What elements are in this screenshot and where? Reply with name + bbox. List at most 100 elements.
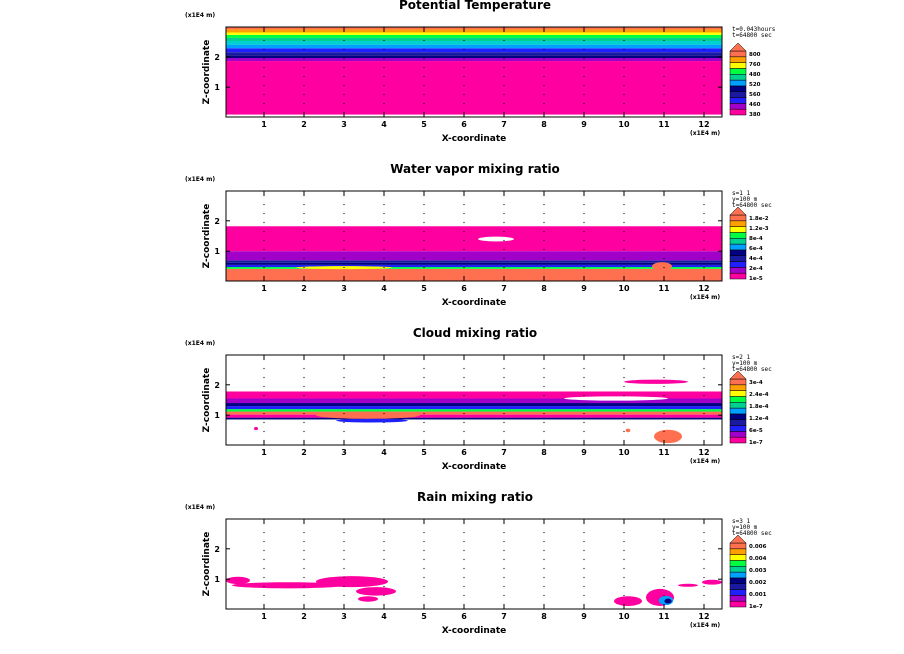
grid-dot [303,549,305,552]
grid-dot [663,111,665,114]
contour-band [226,61,722,115]
x-tick-label: 8 [541,284,547,293]
grid-dot [503,57,505,60]
contour-field [226,27,722,117]
grid-dot [463,603,465,606]
grid-dot [263,48,265,51]
chart-title: Potential Temperature [399,0,551,12]
grid-dot [263,430,265,433]
legend-label: 1.8e-4 [749,404,769,410]
legend-swatch [729,577,747,584]
grid-dot [623,275,625,278]
grid-dot [343,430,345,433]
chart-title: Water vapor mixing ratio [390,162,560,176]
grid-dot [623,39,625,42]
grid-dot [303,412,305,415]
grid-dot [583,439,585,442]
grid-dot [423,194,425,197]
grid-dot [663,75,665,78]
x-tick-label: 10 [618,284,630,293]
grid-dot [543,48,545,51]
legend-label: 800 [749,52,761,58]
legend-swatch [729,390,747,397]
grid-dot [423,57,425,60]
grid-dot [623,430,625,433]
z-unit-label: (x1E4 m) [185,176,215,183]
grid-dot [343,439,345,442]
grid-dot [583,248,585,251]
grid-dot [303,75,305,78]
grid-dot [303,376,305,379]
contour-band [226,58,722,62]
x-tick-label: 2 [301,612,307,621]
x-tick-label: 11 [658,284,670,293]
grid-dot [303,84,305,87]
grid-dot [423,585,425,588]
grid-dot [623,248,625,251]
grid-dot [703,111,705,114]
grid-dot [623,567,625,570]
grid-dot [343,75,345,78]
grid-dot [663,203,665,206]
grid-dot [503,567,505,570]
grid-dot [463,266,465,269]
grid-dot [303,430,305,433]
grid-dot [463,558,465,561]
grid-dot [543,39,545,42]
grid-dot [263,75,265,78]
grid-dot [423,412,425,415]
grid-dot [383,84,385,87]
grid-dot [503,439,505,442]
grid-dot [663,194,665,197]
contour-band [226,114,722,117]
grid-dot [303,111,305,114]
grid-dot [543,194,545,197]
grid-dot [703,93,705,96]
grid-dot [343,48,345,51]
plot-frame [225,26,723,118]
grid-dot [583,403,585,406]
grid-dot [703,358,705,361]
grid-dot [263,39,265,42]
grid-dot [383,230,385,233]
grid-dot [263,93,265,96]
grid-dot [263,257,265,260]
grid-dot [303,439,305,442]
grid-dot [263,212,265,215]
z-tick-label: 1 [214,247,220,256]
grid-dot [503,239,505,242]
grid-dot [663,239,665,242]
grid-dot [543,275,545,278]
grid-dot [623,585,625,588]
grid-dot [543,585,545,588]
x-tick-label: 2 [301,120,307,129]
grid-dot [463,39,465,42]
grid-dot [383,376,385,379]
grid-dot [343,39,345,42]
contour-field [226,379,722,444]
grid-dot [503,66,505,69]
grid-dot [423,403,425,406]
grid-dot [543,57,545,60]
grid-dot [463,567,465,570]
grid-dot [703,576,705,579]
grid-dot [503,257,505,260]
contour-band [226,48,722,53]
plot-frame [225,190,723,282]
grid-dot [663,57,665,60]
x-tick-label: 3 [341,612,347,621]
grid-dot [503,48,505,51]
grid-dot [263,549,265,552]
legend-label: 1.2e-4 [749,416,769,422]
grid-dot [303,567,305,570]
grid-dot [383,430,385,433]
grid-dot [543,549,545,552]
grid-dot [463,594,465,597]
grid-dot [703,57,705,60]
grid-dot [423,531,425,534]
grid-dot [343,376,345,379]
grid-dot [463,412,465,415]
legend-swatch [729,56,747,63]
grid-dot [663,603,665,606]
